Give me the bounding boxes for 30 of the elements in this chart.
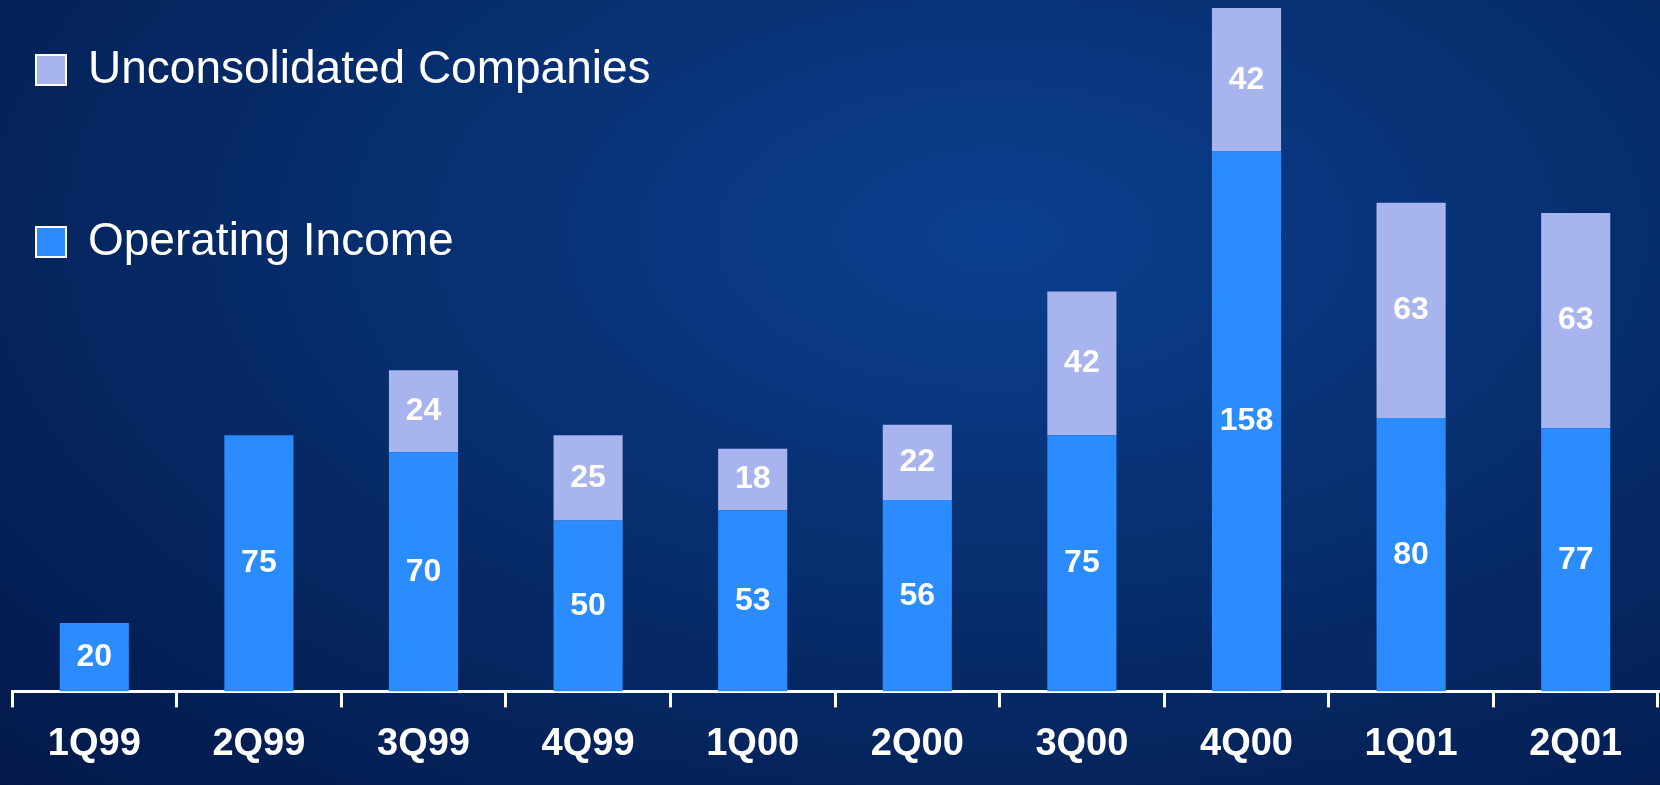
data-label: 50 bbox=[570, 585, 606, 622]
data-label: 70 bbox=[405, 551, 442, 588]
x-tick-label: 4Q99 bbox=[541, 720, 635, 763]
data-label: 18 bbox=[734, 459, 771, 496]
x-tick-label: 3Q00 bbox=[1035, 720, 1129, 763]
data-label: 42 bbox=[1064, 343, 1100, 380]
legend-label: Unconsolidated Companies bbox=[88, 40, 651, 93]
data-label: 75 bbox=[1064, 543, 1100, 580]
data-label: 24 bbox=[405, 391, 442, 428]
x-tick-label: 2Q99 bbox=[212, 720, 306, 763]
x-tick-label: 2Q00 bbox=[870, 720, 964, 763]
data-label: 53 bbox=[734, 580, 771, 617]
data-label: 56 bbox=[899, 575, 936, 612]
data-label: 63 bbox=[1393, 290, 1429, 327]
data-label: 20 bbox=[76, 637, 113, 674]
data-label: 80 bbox=[1393, 534, 1429, 571]
legend-label: Operating Income bbox=[88, 212, 454, 265]
data-label: 42 bbox=[1228, 59, 1265, 96]
data-label: 77 bbox=[1557, 539, 1594, 576]
x-tick-label: 2Q01 bbox=[1529, 720, 1623, 763]
x-tick-label: 1Q99 bbox=[47, 720, 141, 763]
x-tick-label: 3Q99 bbox=[377, 720, 470, 763]
data-label: 25 bbox=[570, 457, 606, 494]
x-tick-label: 1Q00 bbox=[706, 720, 800, 763]
data-label: 158 bbox=[1219, 401, 1274, 438]
x-tick-label: 4Q00 bbox=[1200, 720, 1293, 763]
data-label: 75 bbox=[241, 543, 277, 580]
x-tick-label: 1Q01 bbox=[1364, 720, 1458, 763]
data-label: 63 bbox=[1557, 300, 1594, 337]
data-label: 22 bbox=[899, 442, 936, 479]
